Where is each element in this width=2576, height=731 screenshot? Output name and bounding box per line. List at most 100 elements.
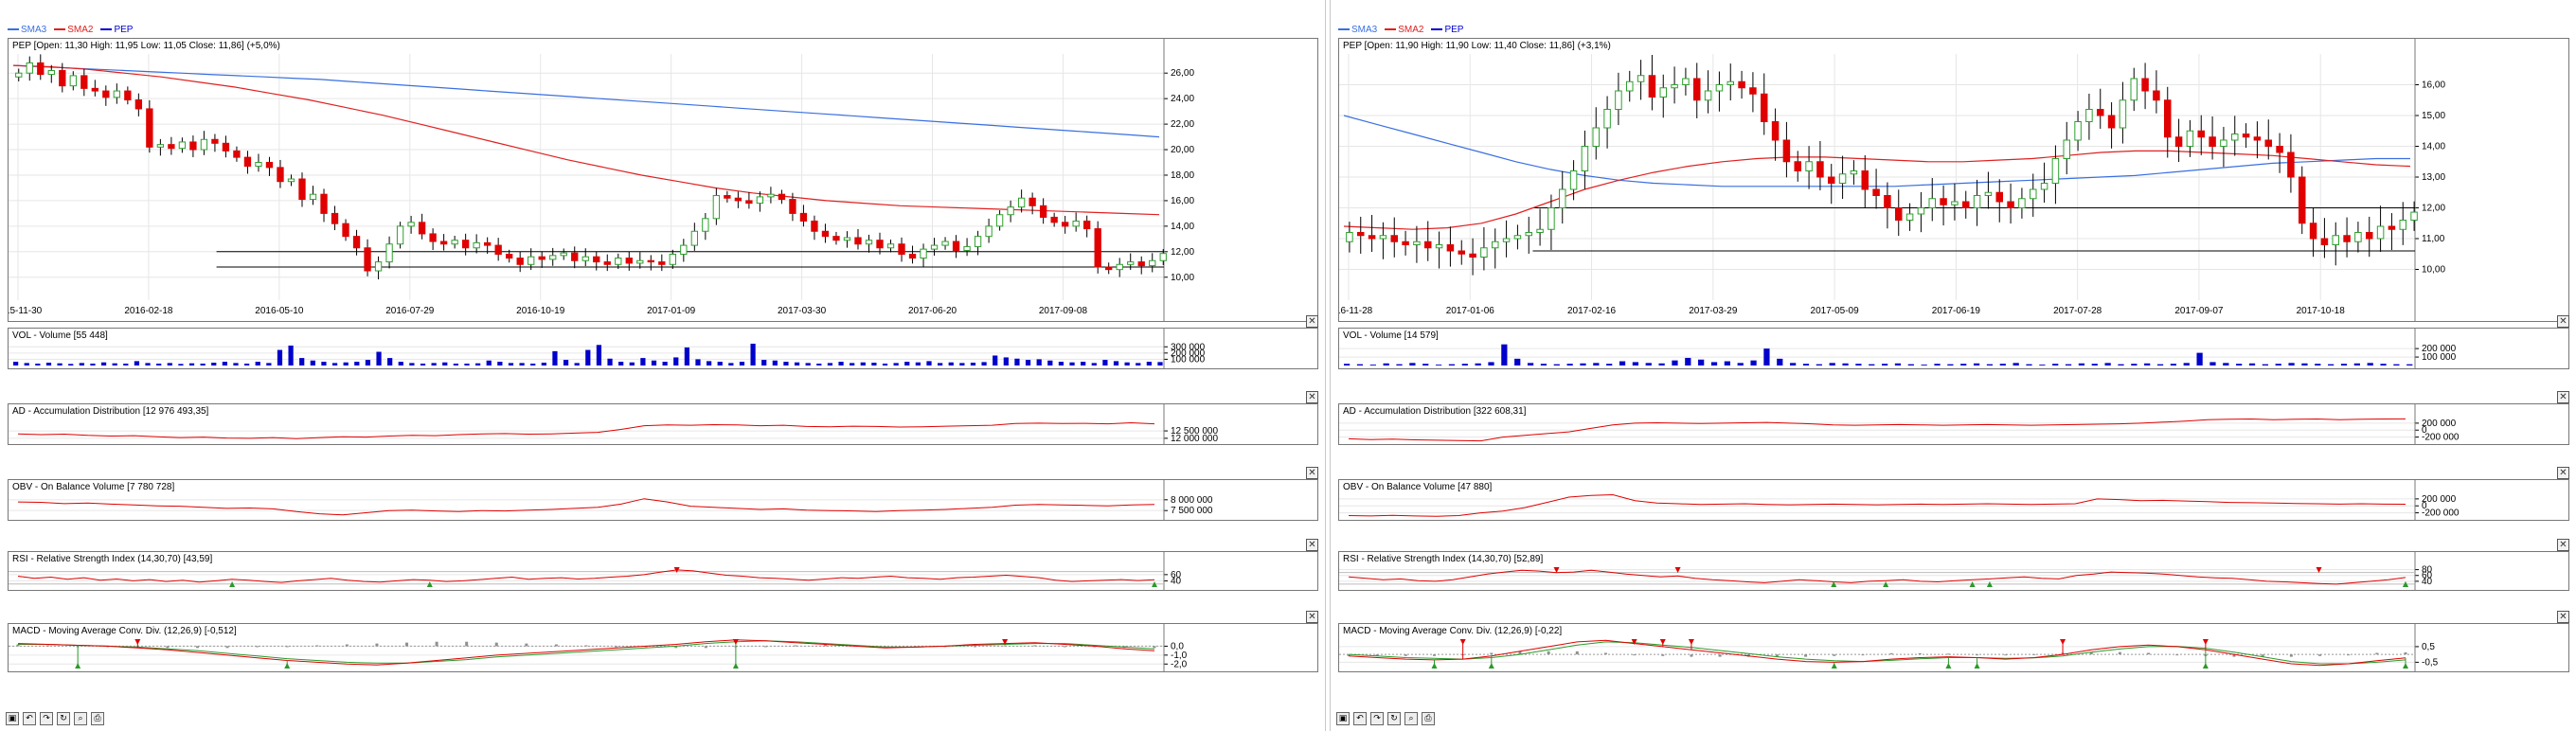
print-icon[interactable]: ⎙ [1422, 712, 1435, 725]
candle [1615, 90, 1622, 110]
candle [538, 256, 546, 260]
undo-icon[interactable]: ↶ [1353, 712, 1367, 725]
volume-bar [1501, 344, 1508, 366]
sell-signal-marker [2060, 639, 2066, 645]
volume-bar [838, 362, 844, 366]
buy-signal-marker [1831, 581, 1837, 587]
x-tick-label: 2017-10-18 [2297, 306, 2346, 316]
candle [1805, 161, 1813, 171]
volume-bar [299, 358, 305, 366]
candle [243, 156, 252, 168]
save-icon[interactable]: ▣ [1336, 712, 1350, 725]
y-tick-label: 100 000 [2422, 352, 2457, 363]
volume-bar [2078, 363, 2085, 366]
candle [636, 259, 644, 264]
refresh-icon[interactable]: ↻ [57, 712, 70, 725]
y-tick-label: 13,00 [2422, 172, 2445, 183]
candle [1094, 228, 1101, 268]
candle [1116, 263, 1123, 271]
volume-bar [695, 359, 701, 366]
volume-bar [2236, 364, 2243, 366]
close-icon[interactable]: ✕ [2557, 611, 2569, 623]
print-icon[interactable]: ⎙ [91, 712, 104, 725]
macd-histogram-bar [2375, 652, 2379, 655]
buy-signal-marker [1152, 581, 1157, 587]
buy-signal-marker [1945, 663, 1952, 669]
candle [1547, 207, 1555, 230]
volume-bar [123, 364, 129, 366]
volume-bar [343, 362, 349, 366]
macd-histogram-bar [1033, 645, 1037, 647]
candle [1017, 197, 1026, 208]
volume-bar [816, 364, 822, 366]
x-tick-label: 2017-05-09 [1811, 306, 1860, 316]
close-icon[interactable]: ✕ [2557, 315, 2569, 328]
macd-histogram-bar [256, 646, 259, 648]
volume-bar [2367, 363, 2373, 366]
candle [1569, 170, 1578, 190]
redo-icon[interactable]: ↷ [40, 712, 53, 725]
volume-bar [728, 363, 734, 366]
pane-candlestick-0: PEP [Open: 11,90 High: 11,90 Low: 11,40 … [1338, 38, 2569, 322]
y-tick-label: 16,00 [2422, 80, 2445, 91]
macd-histogram-bar [1976, 654, 1979, 656]
x-tick-label: 2016-02-18 [124, 306, 173, 316]
close-icon[interactable]: ✕ [1306, 391, 1318, 403]
close-icon[interactable]: ✕ [2557, 467, 2569, 479]
candle [1402, 241, 1409, 245]
y-tick-label: 60 [2422, 571, 2433, 581]
legend-swatch [1431, 28, 1443, 30]
candle [1446, 244, 1455, 252]
candle [1346, 232, 1353, 242]
legend-swatch [100, 28, 113, 30]
zoom-icon[interactable]: ⌕ [1404, 712, 1418, 725]
candle [1007, 206, 1014, 216]
macd-histogram-bar [1490, 652, 1494, 655]
indicator-line [1348, 569, 2406, 585]
candle [473, 241, 480, 249]
candle [593, 256, 600, 263]
pane-line-3: OBV - On Balance Volume [7 780 728] ✕ 8 00… [8, 467, 1318, 521]
volume-bar [508, 363, 514, 366]
y-tick-label: -1,0 [1171, 651, 1188, 661]
y-tick-label: 10,00 [2422, 265, 2445, 276]
candle [560, 252, 567, 257]
candle [2253, 136, 2262, 141]
close-icon[interactable]: ✕ [1306, 539, 1318, 551]
candle [516, 258, 524, 265]
volume-bar [244, 364, 250, 366]
candle [1838, 173, 1847, 184]
macd-histogram-bar [1861, 654, 1865, 656]
close-icon[interactable]: ✕ [1306, 467, 1318, 479]
close-icon[interactable]: ✕ [2557, 391, 2569, 403]
close-icon[interactable]: ✕ [1306, 611, 1318, 623]
volume-bar [1069, 362, 1075, 366]
legend-label: SMA2 [67, 24, 94, 35]
redo-icon[interactable]: ↷ [1370, 712, 1384, 725]
legend-swatch [54, 28, 66, 30]
sell-signal-marker [1631, 639, 1637, 645]
volume-bar [1136, 363, 1141, 366]
volume-bar [541, 363, 546, 366]
volume-bar [1855, 364, 1862, 366]
close-icon[interactable]: ✕ [2557, 539, 2569, 551]
zoom-icon[interactable]: ⌕ [74, 712, 87, 725]
volume-bar [970, 363, 976, 366]
save-icon[interactable]: ▣ [6, 712, 19, 725]
legend-swatch [1385, 28, 1397, 30]
undo-icon[interactable]: ↶ [23, 712, 36, 725]
volume-bar [331, 363, 338, 366]
volume-bar [552, 350, 558, 366]
candle [483, 241, 492, 246]
candle [429, 233, 437, 242]
volume-bar [772, 360, 778, 366]
buy-signal-marker [732, 663, 739, 669]
refresh-icon[interactable]: ↻ [1387, 712, 1401, 725]
y-tick-label: 200 000 [2422, 344, 2457, 354]
candle [1894, 207, 1903, 221]
buy-signal-marker [1883, 581, 1889, 587]
candle [1928, 198, 1937, 208]
y-tick-label: 16,00 [1171, 196, 1194, 206]
volume-bar [618, 362, 624, 366]
close-icon[interactable]: ✕ [1306, 315, 1318, 328]
